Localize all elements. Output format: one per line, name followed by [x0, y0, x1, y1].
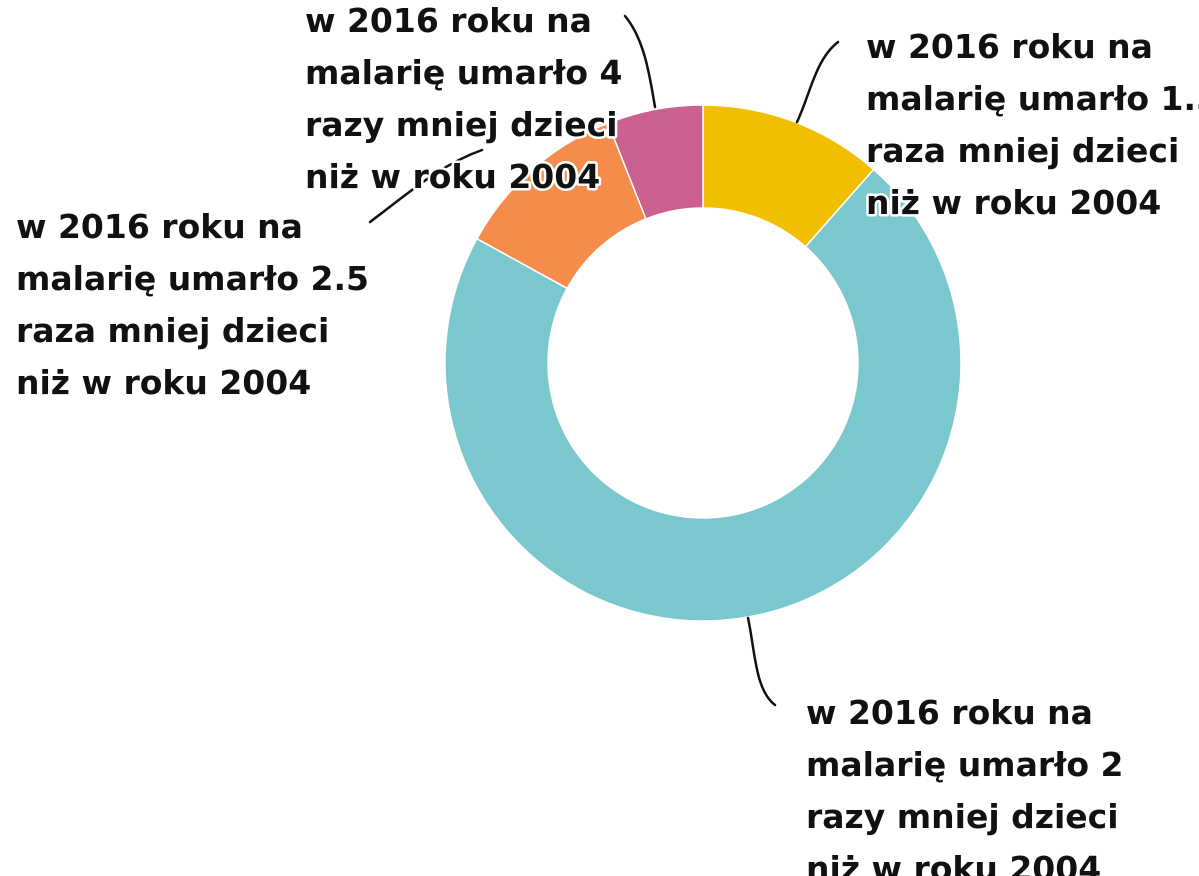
slice-labels: w 2016 roku na malarię umarło 1.5 raza mni…	[14, 0, 1199, 876]
donut-slices	[444, 104, 962, 622]
slice-label-3-line-1: w 2016 roku na	[16, 207, 303, 246]
leader-lines	[368, 14, 840, 707]
slice-label-1-line-3: raza mniej dzieci	[866, 131, 1179, 170]
leader-line-2	[746, 616, 777, 707]
slice-label-2-line-1: w 2016 roku na	[806, 693, 1093, 732]
slice-label-3: w 2016 roku na malarię umarło 2.5 raza mni…	[16, 207, 369, 402]
donut-slice-4	[607, 104, 704, 220]
slice-label-4: w 2016 roku na malarię umarło 4 razy mniej…	[305, 1, 622, 196]
slice-label-2: w 2016 roku na malarię umarło 2 razy mniej…	[806, 693, 1123, 876]
slice-label-1-line-2: malarię umarło 1.5	[866, 79, 1199, 118]
slice-label-4-line-2: malarię umarło 4	[305, 53, 622, 92]
slice-label-4-line-3: razy mniej dzieci	[305, 105, 618, 144]
slice-label-1-line-4: niż w roku 2004	[866, 183, 1161, 222]
slice-label-2-line-3: razy mniej dzieci	[806, 797, 1119, 836]
donut-slice-2	[444, 168, 962, 622]
slice-label-3-line-3: raza mniej dzieci	[16, 311, 329, 350]
leader-line-4	[623, 14, 657, 109]
slice-label-3-line-2: malarię umarło 2.5	[16, 259, 369, 298]
slice-label-4-line-1: w 2016 roku na	[305, 1, 592, 40]
slice-label-1: w 2016 roku na malarię umarło 1.5 raza mni…	[866, 27, 1199, 222]
slice-label-2-line-2: malarię umarło 2	[806, 745, 1123, 784]
slice-label-1-line-1: w 2016 roku na	[866, 27, 1153, 66]
leader-line-3	[368, 148, 484, 224]
slice-label-4-line-4: niż w roku 2004	[305, 157, 600, 196]
slice-label-2-line-4: niż w roku 2004	[806, 849, 1101, 876]
slice-label-3-line-4: niż w roku 2004	[16, 363, 311, 402]
leader-line-1	[795, 40, 840, 124]
